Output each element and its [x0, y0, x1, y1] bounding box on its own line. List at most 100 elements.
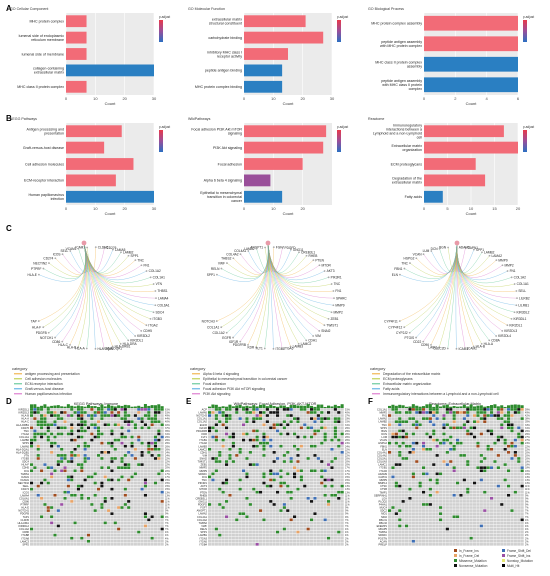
mutation-cell	[286, 472, 290, 476]
column-bar	[296, 405, 300, 408]
mutation-cell	[97, 524, 101, 528]
mutation-cell	[211, 469, 215, 473]
mutation-cell	[70, 543, 74, 546]
mutation-cell	[276, 463, 280, 466]
column-bar	[462, 404, 466, 408]
mutation-cell	[306, 515, 310, 519]
mutation-cell	[66, 493, 70, 497]
mutation-cell	[333, 475, 337, 479]
mutation-cell	[211, 420, 215, 423]
mutation-cell	[327, 411, 331, 414]
mutation-cell	[299, 454, 303, 457]
mutation-cell	[252, 539, 256, 543]
mutation-cell	[157, 447, 161, 451]
gene-label: CYP4F12	[388, 325, 402, 329]
mutation-cell	[70, 420, 74, 423]
mutation-cell	[160, 530, 164, 534]
mutation-cell	[245, 481, 249, 485]
gene-label: PDGFD	[284, 246, 296, 250]
mutation-cell	[316, 518, 320, 522]
mutation-cell	[408, 423, 412, 427]
mutation-cell	[248, 466, 252, 469]
mutation-cell	[157, 475, 161, 479]
mutation-cell	[340, 438, 344, 442]
mutation-cell	[33, 444, 37, 448]
mutation-cell	[150, 500, 154, 503]
mutation-cell	[211, 512, 215, 515]
mutation-cell	[130, 444, 134, 448]
mutation-cell	[391, 435, 395, 439]
legend-colorbar	[159, 130, 163, 152]
mutation-cell	[113, 512, 117, 515]
mutation-cell	[70, 460, 74, 463]
mutation-cell	[299, 539, 303, 543]
mutation-cell	[60, 506, 64, 509]
mutation-cell	[33, 454, 37, 457]
mutation-cell	[140, 441, 144, 445]
mutation-cell	[140, 408, 144, 411]
mutation-cell	[127, 460, 131, 463]
mutation-cell	[107, 478, 111, 482]
mutation-cell	[33, 460, 37, 463]
mutation-cell	[248, 539, 252, 543]
mutation-cell	[500, 420, 504, 423]
mutation-cell	[130, 438, 134, 442]
mutation-cell	[143, 435, 147, 439]
mutation-cell	[33, 417, 37, 420]
mutation-cell	[90, 420, 94, 423]
mutation-cell	[248, 457, 252, 460]
mutation-cell	[150, 438, 154, 442]
mutation-cell	[248, 527, 252, 531]
mutation-cell	[123, 524, 127, 528]
mutation-cell	[40, 429, 44, 433]
mutation-cell	[245, 457, 249, 460]
mutation-cell	[157, 469, 161, 473]
mutation-cell	[83, 420, 87, 423]
mutation-cell	[90, 493, 94, 497]
mutation-cell	[147, 518, 151, 522]
mutation-cell	[211, 475, 215, 479]
gene-row-label: CD86	[22, 499, 29, 503]
mutation-cell	[479, 417, 483, 420]
row-percent: 13%	[165, 491, 171, 494]
mutation-cell	[259, 417, 263, 420]
mutation-cell	[503, 423, 507, 427]
mutation-cell	[60, 435, 64, 439]
mutation-cell	[127, 457, 131, 460]
mutation-cell	[517, 411, 521, 414]
mutation-cell	[110, 466, 114, 469]
mutation-cell	[442, 432, 446, 436]
mutation-cell	[299, 460, 303, 463]
mutation-cell	[133, 420, 137, 423]
column-bar	[276, 406, 280, 408]
mutation-cell	[333, 463, 337, 466]
mutation-cell	[53, 481, 57, 485]
mutation-cell	[323, 469, 327, 473]
mutation-cell	[137, 521, 141, 525]
mutation-cell	[238, 530, 242, 534]
mutation-cell	[493, 432, 497, 436]
mutation-cell	[235, 463, 239, 466]
mutation-cell	[282, 515, 286, 519]
mutation-cell	[123, 500, 127, 503]
mutation-cell	[80, 512, 84, 515]
mutation-cell	[340, 503, 344, 506]
mutation-cell	[83, 493, 87, 497]
mutation-cell	[276, 481, 280, 485]
mutation-cell	[107, 438, 111, 442]
mutation-cell	[262, 447, 266, 451]
mutation-cell	[452, 420, 456, 423]
mutation-cell	[86, 414, 91, 417]
mutation-cell	[63, 503, 67, 506]
mutation-cell	[248, 408, 252, 411]
mutation-cell	[103, 493, 107, 497]
column-bar	[493, 404, 497, 408]
mutation-cell	[43, 457, 47, 460]
mutation-cell	[340, 432, 344, 436]
mutation-cell	[63, 493, 67, 497]
mutation-cell	[127, 524, 131, 528]
gene-label: FBN1	[394, 267, 402, 271]
mutation-cell	[80, 426, 84, 430]
mutation-cell	[66, 524, 70, 528]
mutation-cell	[70, 512, 74, 515]
